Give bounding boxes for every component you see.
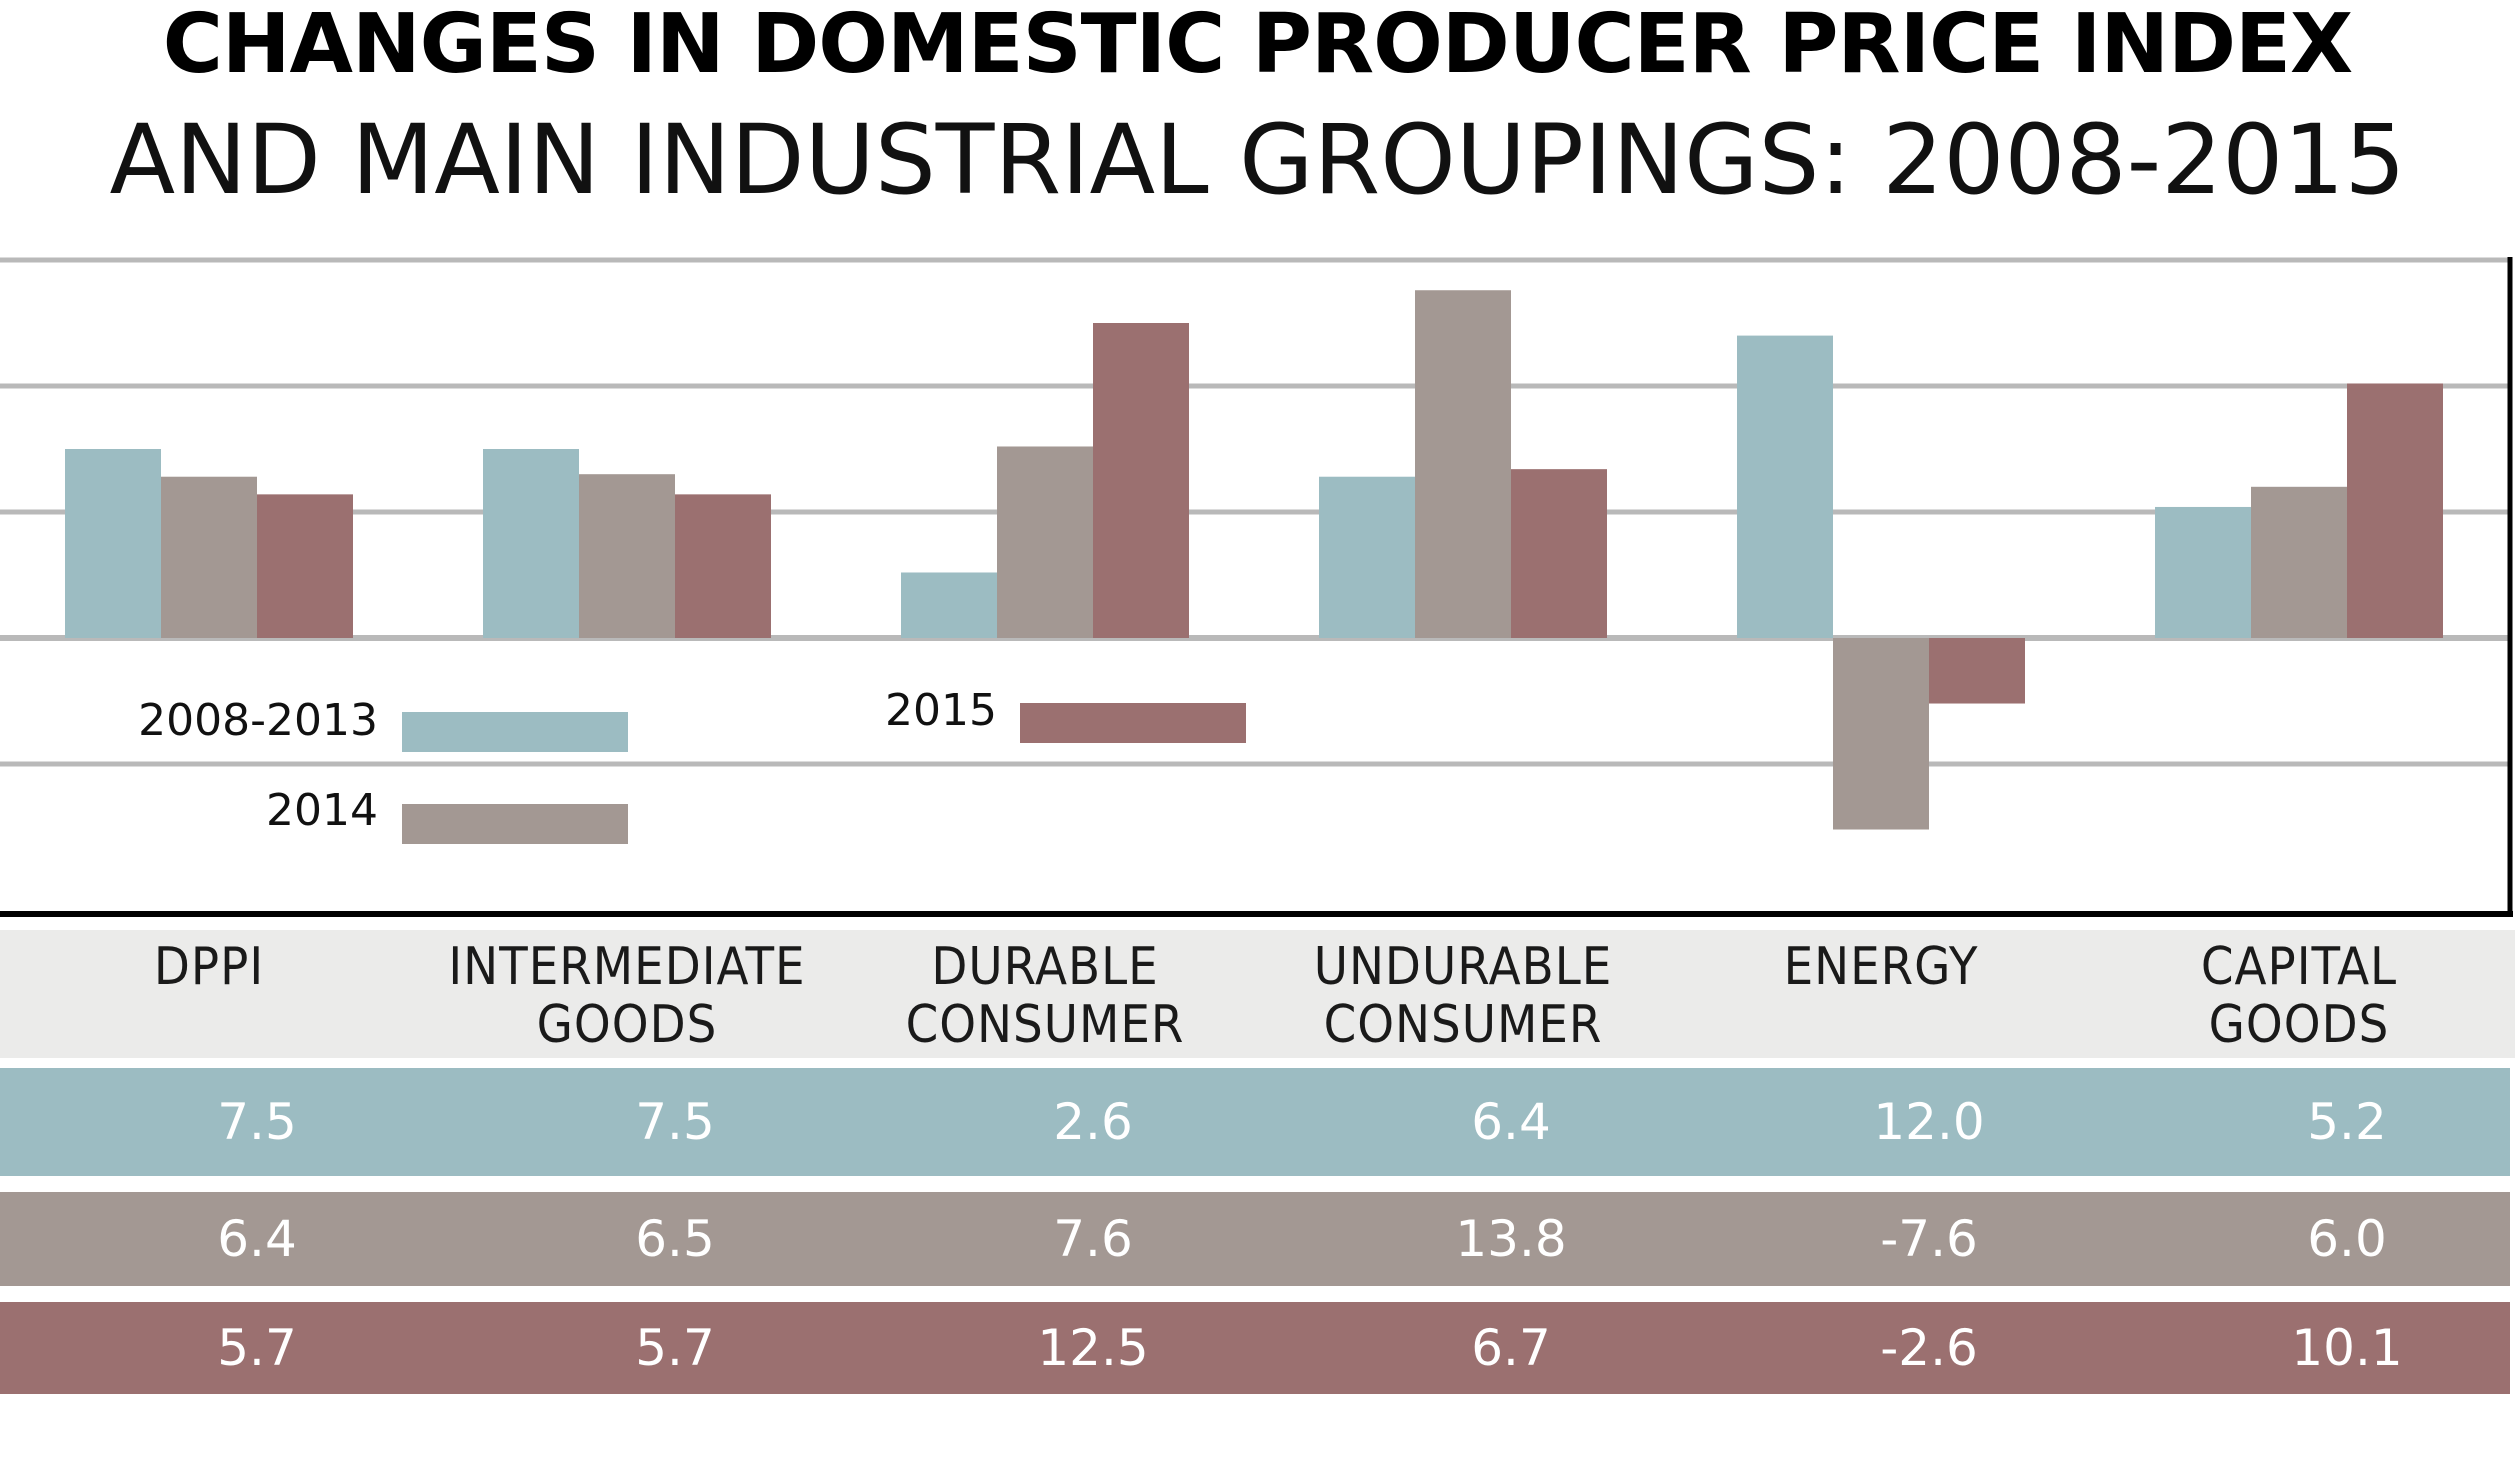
table-cell-2008-2013-energy: 12.0 (1873, 1093, 1985, 1151)
chart-title-line-1: CHANGES IN DOMESTIC PRODUCER PRICE INDEX (162, 0, 2354, 92)
data-table-row-2015: 5.7 5.7 12.5 6.7 -2.6 10.1 (0, 1302, 2510, 1394)
legend-swatch-2014 (402, 804, 628, 844)
table-cell-2008-2013-capital-goods: 5.2 (2307, 1093, 2387, 1151)
category-label-line: INTERMEDIATE (448, 937, 806, 997)
category-label-dppi: DPPI (9, 938, 409, 996)
category-label-line: GOODS (2208, 995, 2390, 1055)
data-table-row-2014: 6.4 6.5 7.6 13.8 -7.6 6.0 (0, 1192, 2510, 1286)
bar-2008-2013-energy (1737, 335, 1833, 638)
category-label-energy: ENERGY (1681, 938, 2081, 996)
category-label-undurable-consumer: UNDURABLE CONSUMER (1263, 938, 1663, 1054)
category-label-durable-consumer: DURABLE CONSUMER (845, 938, 1245, 1054)
table-cell-2008-2013-undurable-consumer: 6.4 (1471, 1093, 1551, 1151)
bar-2015-capital-goods (2347, 383, 2443, 638)
category-label-line: UNDURABLE (1313, 937, 1613, 997)
category-label-intermediate-goods: INTERMEDIATE GOODS (427, 938, 827, 1054)
category-label-line: DURABLE (931, 937, 1159, 997)
bar-2015-energy (1929, 638, 2025, 704)
bar-chart: 2008-2013 2014 2015 (0, 257, 2513, 917)
chart-title-line-2: AND MAIN INDUSTRIAL GROUPINGS: 2008-2015 (109, 104, 2406, 216)
category-label-line: GOODS (536, 995, 718, 1055)
table-cell-2014-undurable-consumer: 13.8 (1455, 1210, 1567, 1268)
table-cell-2014-intermediate-goods: 6.5 (635, 1210, 715, 1268)
bar-2015-dppi (257, 494, 353, 638)
table-cell-2008-2013-durable-consumer: 2.6 (1053, 1093, 1133, 1151)
bar-2015-intermediate-goods (675, 494, 771, 638)
bar-2014-durable-consumer (997, 446, 1093, 638)
bar-2014-undurable-consumer (1415, 290, 1511, 638)
bar-2008-2013-undurable-consumer (1319, 476, 1415, 638)
category-label-line: ENERGY (1783, 937, 1979, 997)
table-cell-2015-dppi: 5.7 (217, 1319, 297, 1377)
table-cell-2015-energy: -2.6 (1880, 1319, 1978, 1377)
data-table-row-2008-2013: 7.5 7.5 2.6 6.4 12.0 5.2 (0, 1068, 2510, 1176)
bar-2014-capital-goods (2251, 486, 2347, 638)
legend-label-2015: 2015 (885, 685, 997, 736)
category-label-line: CONSUMER (905, 995, 1185, 1055)
category-label-capital-goods: CAPITAL GOODS (2099, 938, 2499, 1054)
bar-2015-durable-consumer (1093, 323, 1189, 638)
bar-2014-energy (1833, 638, 1929, 830)
bar-2015-undurable-consumer (1511, 469, 1607, 638)
table-cell-2015-undurable-consumer: 6.7 (1471, 1319, 1551, 1377)
bar-2008-2013-intermediate-goods (483, 449, 579, 638)
table-cell-2014-capital-goods: 6.0 (2307, 1210, 2387, 1268)
bar-2008-2013-dppi (65, 449, 161, 638)
bar-2008-2013-durable-consumer (901, 572, 997, 638)
category-label-row (0, 930, 2515, 1058)
table-cell-2014-durable-consumer: 7.6 (1053, 1210, 1133, 1268)
table-cell-2014-energy: -7.6 (1880, 1210, 1978, 1268)
category-label-line: CONSUMER (1323, 995, 1603, 1055)
bar-2014-dppi (161, 476, 257, 638)
bar-2014-intermediate-goods (579, 474, 675, 638)
bar-2008-2013-capital-goods (2155, 506, 2251, 638)
legend-swatch-2015 (1020, 703, 1246, 743)
table-cell-2014-dppi: 6.4 (217, 1210, 297, 1268)
category-label-line: DPPI (153, 937, 265, 997)
table-cell-2015-intermediate-goods: 5.7 (635, 1319, 715, 1377)
table-cell-2008-2013-intermediate-goods: 7.5 (635, 1093, 715, 1151)
legend-label-2014: 2014 (266, 785, 378, 836)
table-cell-2015-capital-goods: 10.1 (2291, 1319, 2403, 1377)
category-label-line: CAPITAL (2200, 937, 2398, 997)
legend-swatch-2008-2013 (402, 712, 628, 752)
table-cell-2008-2013-dppi: 7.5 (217, 1093, 297, 1151)
legend-label-2008-2013: 2008-2013 (138, 695, 378, 746)
table-cell-2015-durable-consumer: 12.5 (1037, 1319, 1149, 1377)
